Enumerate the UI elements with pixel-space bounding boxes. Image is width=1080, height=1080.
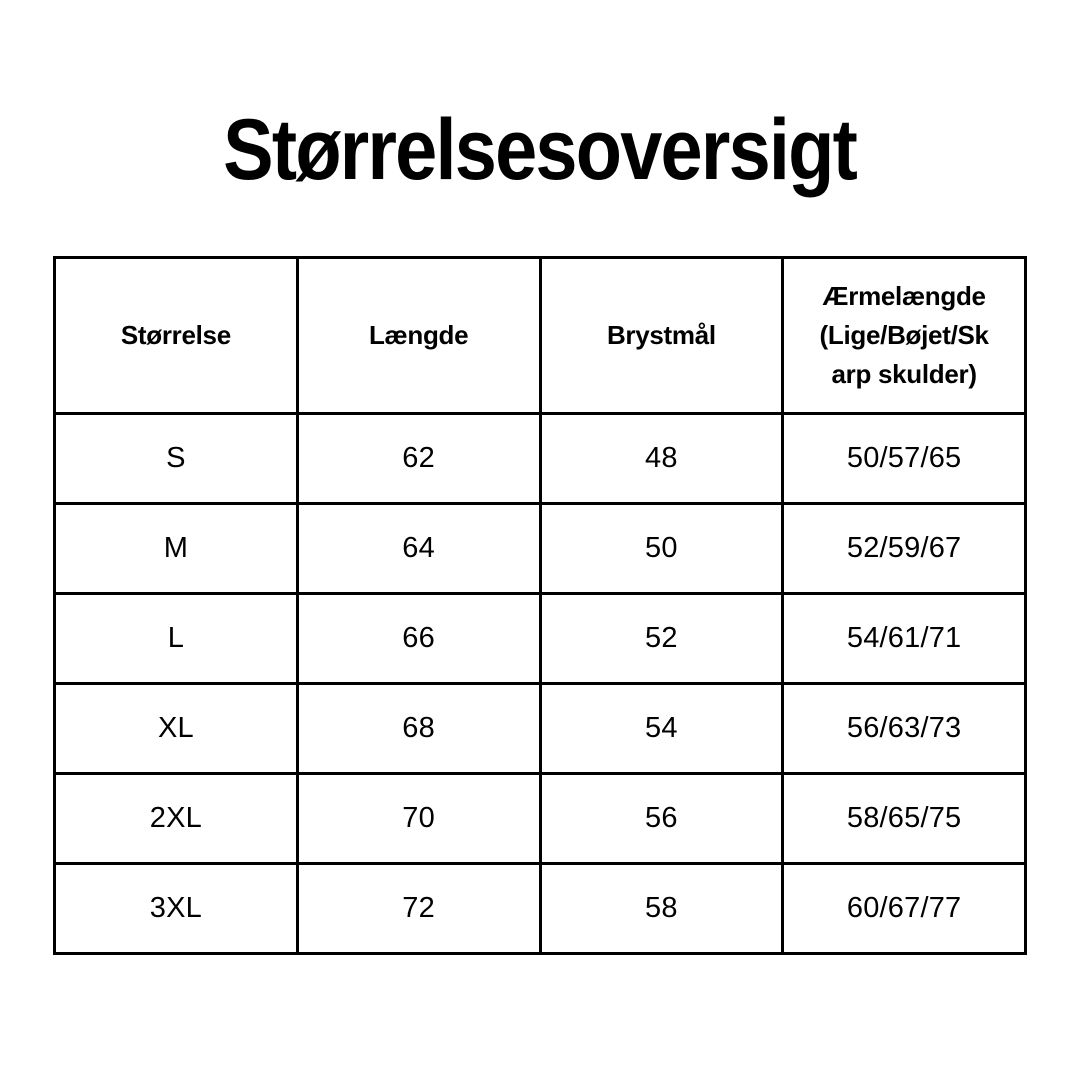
page-title-wrap: Størrelsesoversigt xyxy=(0,98,1080,227)
header-cell-length: Længde xyxy=(295,256,542,415)
cell-length: 64 xyxy=(295,502,542,595)
cell-size: 3XL xyxy=(53,862,299,955)
header-cell-size: Størrelse xyxy=(53,256,299,415)
cell-length: 72 xyxy=(295,862,542,955)
cell-size: 2XL xyxy=(53,772,299,865)
table-header-row: Størrelse Længde Brystmål Ærmelængde (Li… xyxy=(53,256,1027,415)
cell-chest: 52 xyxy=(538,592,785,685)
cell-length: 62 xyxy=(295,412,542,505)
cell-sleeve: 58/65/75 xyxy=(781,772,1027,865)
header-cell-chest: Brystmål xyxy=(538,256,785,415)
cell-length: 70 xyxy=(295,772,542,865)
size-table: Størrelse Længde Brystmål Ærmelængde (Li… xyxy=(53,256,1027,955)
page-title: Størrelsesoversigt xyxy=(223,102,859,198)
cell-sleeve: 50/57/65 xyxy=(781,412,1027,505)
cell-length: 66 xyxy=(295,592,542,685)
cell-sleeve: 52/59/67 xyxy=(781,502,1027,595)
cell-size: S xyxy=(53,412,299,505)
cell-size: M xyxy=(53,502,299,595)
cell-chest: 58 xyxy=(538,862,785,955)
cell-sleeve: 60/67/77 xyxy=(781,862,1027,955)
cell-size: XL xyxy=(53,682,299,775)
table-row-s: S 62 48 50/57/65 xyxy=(53,412,1027,505)
cell-sleeve: 54/61/71 xyxy=(781,592,1027,685)
cell-chest: 50 xyxy=(538,502,785,595)
cell-chest: 48 xyxy=(538,412,785,505)
table-row-m: M 64 50 52/59/67 xyxy=(53,502,1027,595)
table-row-2xl: 2XL 70 56 58/65/75 xyxy=(53,772,1027,865)
table-row-3xl: 3XL 72 58 60/67/77 xyxy=(53,862,1027,955)
table-row-xl: XL 68 54 56/63/73 xyxy=(53,682,1027,775)
cell-length: 68 xyxy=(295,682,542,775)
cell-size: L xyxy=(53,592,299,685)
cell-chest: 56 xyxy=(538,772,785,865)
cell-sleeve: 56/63/73 xyxy=(781,682,1027,775)
header-cell-sleeve: Ærmelængde (Lige/Bøjet/Sk arp skulder) xyxy=(781,256,1027,415)
cell-chest: 54 xyxy=(538,682,785,775)
table-row-l: L 66 52 54/61/71 xyxy=(53,592,1027,685)
